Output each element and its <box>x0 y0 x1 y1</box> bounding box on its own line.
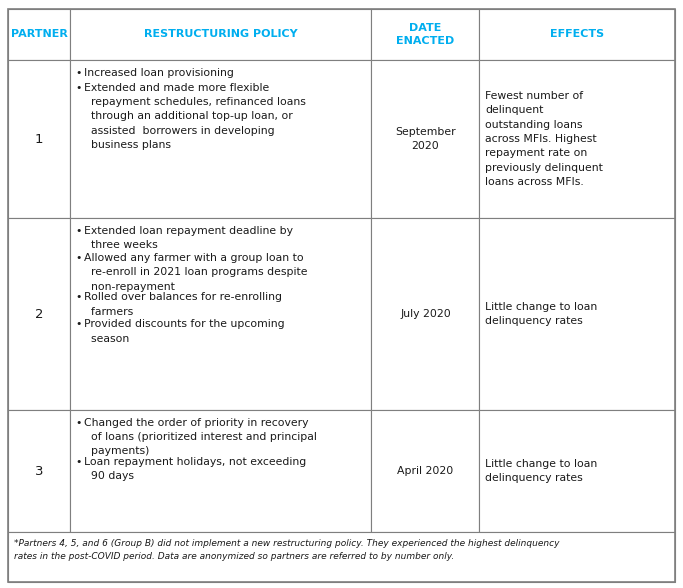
Bar <box>70 410 372 532</box>
Bar <box>70 60 372 218</box>
Text: 3: 3 <box>35 465 44 477</box>
Bar <box>372 60 479 218</box>
Bar <box>372 410 479 532</box>
Text: *Partners 4, 5, and 6 (Group B) did not implement a new restructuring policy. Th: *Partners 4, 5, and 6 (Group B) did not … <box>14 539 559 561</box>
Text: Provided discounts for the upcoming
  season: Provided discounts for the upcoming seas… <box>84 319 285 344</box>
Text: Little change to loan
delinquency rates: Little change to loan delinquency rates <box>485 302 597 326</box>
Bar <box>70 218 372 410</box>
Bar <box>479 9 675 60</box>
Text: Fewest number of
delinquent
outstanding loans
across MFIs. Highest
repayment rat: Fewest number of delinquent outstanding … <box>485 91 603 188</box>
Text: Increased loan provisioning: Increased loan provisioning <box>84 68 234 78</box>
Text: •: • <box>76 82 82 92</box>
Text: Loan repayment holidays, not exceeding
  90 days: Loan repayment holidays, not exceeding 9… <box>84 457 306 481</box>
Text: •: • <box>76 68 82 78</box>
Text: 1: 1 <box>35 132 44 146</box>
Text: PARTNER: PARTNER <box>11 29 68 39</box>
Bar <box>8 218 70 410</box>
Text: •: • <box>76 292 82 302</box>
Text: April 2020: April 2020 <box>398 466 454 476</box>
Text: Rolled over balances for re-enrolling
  farmers: Rolled over balances for re-enrolling fa… <box>84 292 282 316</box>
Text: •: • <box>76 457 82 467</box>
Text: July 2020: July 2020 <box>400 309 451 319</box>
Text: •: • <box>76 226 82 236</box>
Text: •: • <box>76 319 82 329</box>
Text: •: • <box>76 417 82 427</box>
Text: Little change to loan
delinquency rates: Little change to loan delinquency rates <box>485 459 597 483</box>
Bar <box>479 410 675 532</box>
Bar <box>479 218 675 410</box>
Text: 2: 2 <box>35 308 44 320</box>
Text: Extended loan repayment deadline by
  three weeks: Extended loan repayment deadline by thre… <box>84 226 293 250</box>
Text: EFFECTS: EFFECTS <box>550 29 604 39</box>
Text: Changed the order of priority in recovery
  of loans (prioritized interest and p: Changed the order of priority in recover… <box>84 417 317 456</box>
Bar <box>372 9 479 60</box>
Bar <box>8 410 70 532</box>
Bar <box>479 60 675 218</box>
Bar <box>8 9 70 60</box>
Bar <box>8 532 675 582</box>
Bar <box>8 60 70 218</box>
Text: •: • <box>76 253 82 263</box>
Bar <box>70 9 372 60</box>
Bar <box>372 218 479 410</box>
Text: RESTRUCTURING POLICY: RESTRUCTURING POLICY <box>144 29 298 39</box>
Text: Allowed any farmer with a group loan to
  re-enroll in 2021 loan programs despit: Allowed any farmer with a group loan to … <box>84 253 307 292</box>
Text: DATE
ENACTED: DATE ENACTED <box>396 23 455 46</box>
Text: September
2020: September 2020 <box>395 127 456 151</box>
Text: Extended and made more flexible
  repayment schedules, refinanced loans
  throug: Extended and made more flexible repaymen… <box>84 82 306 150</box>
